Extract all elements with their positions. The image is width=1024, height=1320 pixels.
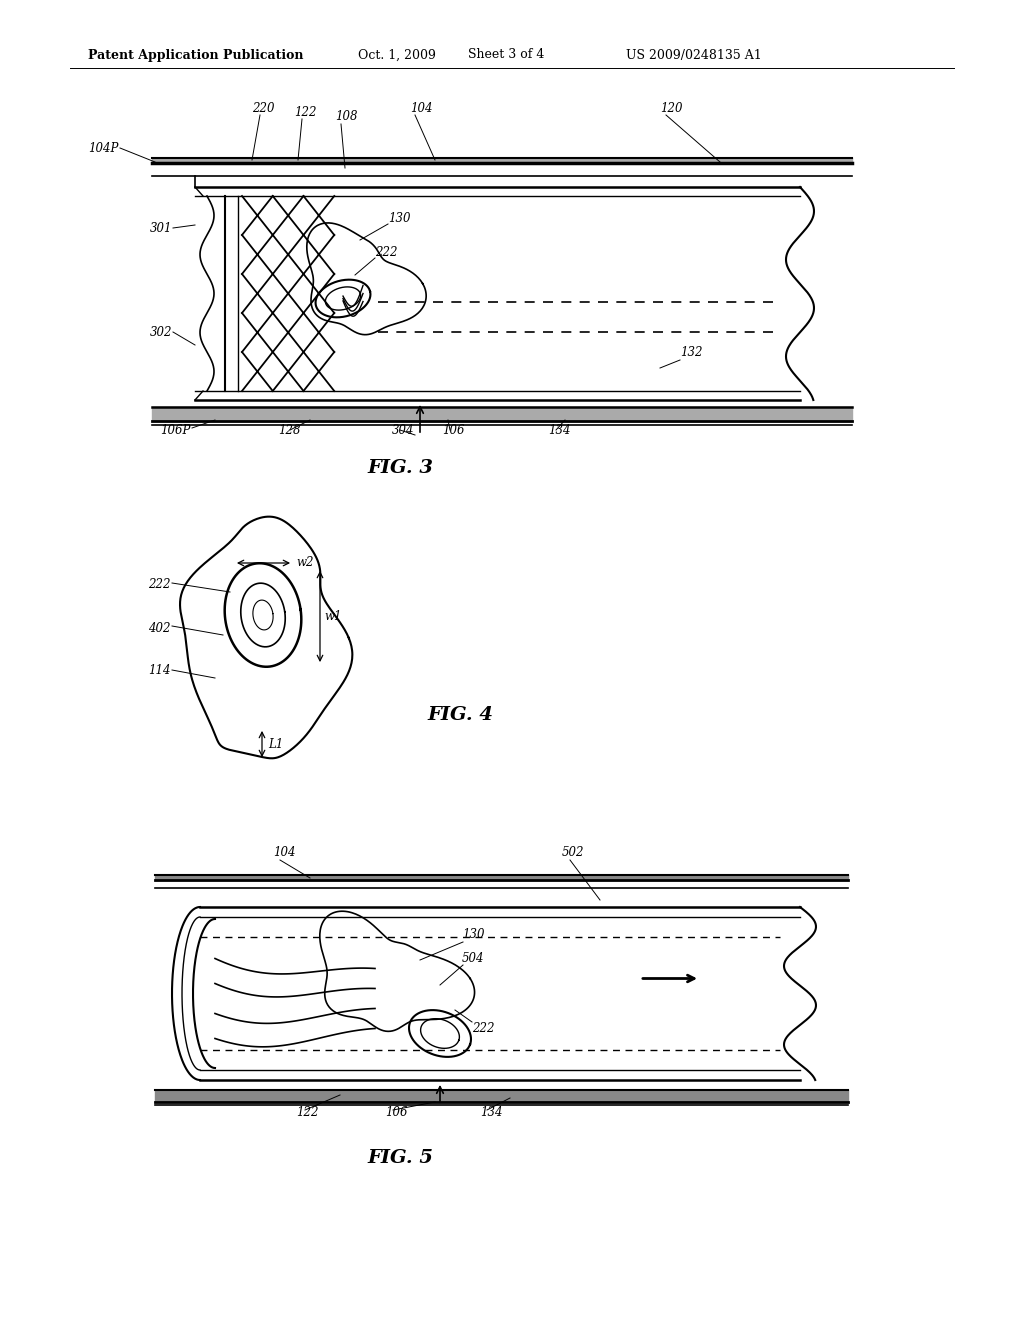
Text: 222: 222: [375, 246, 397, 259]
Text: 106: 106: [442, 424, 465, 437]
Text: 130: 130: [462, 928, 484, 941]
Text: FIG. 4: FIG. 4: [427, 706, 493, 723]
Text: 122: 122: [294, 106, 316, 119]
Text: L1: L1: [268, 738, 284, 751]
Text: Oct. 1, 2009: Oct. 1, 2009: [358, 49, 436, 62]
Text: 502: 502: [562, 846, 585, 858]
Text: 106P: 106P: [160, 424, 190, 437]
Text: 132: 132: [680, 346, 702, 359]
Text: 222: 222: [472, 1022, 495, 1035]
Text: 106: 106: [385, 1106, 408, 1118]
Text: 222: 222: [148, 578, 171, 591]
Text: US 2009/0248135 A1: US 2009/0248135 A1: [626, 49, 762, 62]
Text: 301: 301: [150, 222, 172, 235]
Text: 114: 114: [148, 664, 171, 676]
Text: 134: 134: [548, 424, 570, 437]
Text: w1: w1: [324, 610, 341, 623]
Text: 120: 120: [660, 102, 683, 115]
Text: 108: 108: [335, 111, 357, 124]
Text: 130: 130: [388, 211, 411, 224]
Text: 104: 104: [410, 102, 432, 115]
Text: 122: 122: [296, 1106, 318, 1118]
Text: 504: 504: [462, 952, 484, 965]
Text: 302: 302: [150, 326, 172, 338]
Text: 104P: 104P: [88, 141, 119, 154]
Text: 402: 402: [148, 622, 171, 635]
Text: 104: 104: [273, 846, 296, 858]
Text: w2: w2: [296, 557, 313, 569]
Text: 134: 134: [480, 1106, 503, 1118]
Text: Sheet 3 of 4: Sheet 3 of 4: [468, 49, 545, 62]
Text: FIG. 3: FIG. 3: [367, 459, 433, 477]
Text: FIG. 5: FIG. 5: [367, 1148, 433, 1167]
Text: Patent Application Publication: Patent Application Publication: [88, 49, 303, 62]
Text: 128: 128: [278, 424, 300, 437]
Text: 220: 220: [252, 102, 274, 115]
Text: 304: 304: [392, 424, 415, 437]
